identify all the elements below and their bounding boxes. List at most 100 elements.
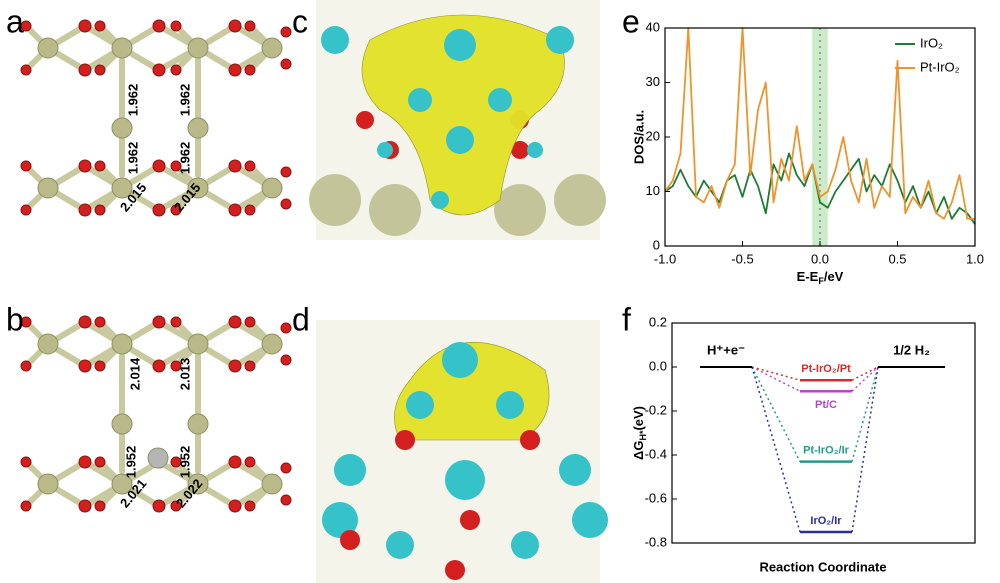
atom [496,391,524,419]
atom [152,19,166,33]
atom [37,473,59,495]
bond-label: 1.962 [125,84,140,117]
atom [20,64,32,76]
atom [280,26,292,38]
atom [187,177,209,199]
atom [228,359,242,373]
atom [321,26,349,54]
atom [280,198,292,210]
y-tick-label: 10 [646,183,660,198]
atom [386,531,414,559]
atom [170,20,182,32]
atom [111,333,133,355]
atom [520,430,540,450]
atom [78,455,92,469]
level-label: IrO₂/Ir [810,515,842,527]
atom [445,460,485,500]
atom [488,88,512,112]
y-tick-label: 0 [653,237,660,252]
atom [408,88,432,112]
atom [444,29,476,61]
atom [152,315,166,329]
connector [751,366,801,462]
atom [37,37,59,59]
y-tick-label: -0.6 [645,490,667,505]
atom [78,159,92,173]
x-axis-label-sub: F [818,276,824,286]
atom [334,454,366,486]
atom [37,177,59,199]
atom [152,159,166,173]
atom [78,19,92,33]
atom [280,494,292,506]
panel-label: b [6,301,24,337]
connector [751,366,801,533]
x-tick-label: 0.5 [888,251,906,266]
atom [170,500,182,512]
level-label: H⁺+e⁻ [707,342,745,357]
atom [20,316,32,328]
atom [511,141,529,159]
atom [244,160,256,172]
atom [78,359,92,373]
atom [20,360,32,372]
x-tick-label: -0.5 [731,251,753,266]
atom [78,203,92,217]
atom [170,360,182,372]
atom [309,174,361,226]
atom [527,142,543,158]
atom [244,360,256,372]
atom [261,473,283,495]
atom [94,64,106,76]
atom [546,26,574,54]
atom [187,413,209,435]
atom [20,500,32,512]
atom [244,20,256,32]
bond-label: 1.962 [125,142,140,175]
x-axis-label: Reaction Coordinate [759,559,886,574]
bond-label: 1.962 [177,84,192,117]
connector [851,366,879,462]
atom [170,316,182,328]
panel-label: e [622,3,640,39]
atom [152,63,166,77]
level-label: 1/2 H₂ [893,342,930,357]
y-tick-label: -0.8 [645,534,667,549]
axes-frame [671,322,976,544]
series-line [664,27,975,220]
connector [751,366,801,381]
atom [228,315,242,329]
atom [554,174,606,226]
atom [228,19,242,33]
level-label: Pt-IrO₂/Ir [803,445,850,457]
atom [187,333,209,355]
atom [244,204,256,216]
atom [280,58,292,70]
atom [170,160,182,172]
connector [751,366,801,392]
atom [244,316,256,328]
atom [377,142,393,158]
atom [111,177,133,199]
y-axis-label-part: ΔG [631,441,646,460]
atom [94,500,106,512]
panel-label: f [622,301,631,337]
atom [111,413,133,435]
atom [170,64,182,76]
atom [572,502,608,538]
y-tick-label: 0.2 [649,314,667,329]
atom [20,160,32,172]
atom [94,204,106,216]
y-axis-label-sub: H* [638,430,648,440]
atom [94,20,106,32]
atom [170,204,182,216]
structures [20,0,608,583]
x-tick-label: -1.0 [654,251,676,266]
atom [280,354,292,366]
atom [280,462,292,474]
atom [20,456,32,468]
atom [187,117,209,139]
atom [442,342,478,378]
atom [340,530,360,550]
